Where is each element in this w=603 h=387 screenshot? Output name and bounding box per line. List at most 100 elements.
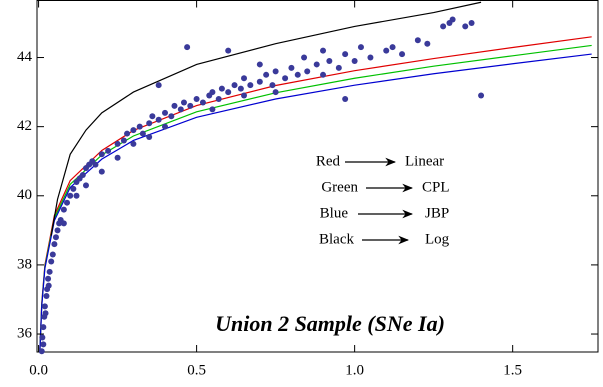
- data-point: [82, 182, 89, 189]
- annotation-label: Red: [316, 153, 341, 169]
- y-tick-label: 36: [17, 325, 33, 341]
- data-point: [43, 293, 50, 300]
- data-point: [468, 19, 475, 26]
- x-tick-label: 0.0: [29, 362, 48, 378]
- data-point: [162, 109, 169, 116]
- data-point: [399, 51, 406, 58]
- annotation-label: JBP: [425, 205, 449, 221]
- data-point: [146, 134, 153, 141]
- data-point: [49, 251, 56, 258]
- data-point: [130, 140, 137, 147]
- data-point: [241, 75, 248, 82]
- data-point: [320, 71, 327, 78]
- data-point: [462, 23, 469, 30]
- lines: [39, 1, 592, 352]
- data-point: [40, 341, 47, 348]
- data-point: [136, 123, 143, 130]
- chart-title: Union 2 Sample (SNe Ia): [215, 311, 445, 336]
- data-point: [218, 85, 225, 92]
- data-point: [177, 106, 184, 113]
- y-tick-label: 44: [17, 49, 33, 65]
- data-point: [105, 147, 112, 154]
- data-point: [357, 44, 364, 51]
- data-point: [320, 47, 327, 54]
- data-point: [256, 78, 263, 85]
- data-point: [162, 123, 169, 130]
- data-point: [263, 71, 270, 78]
- data-point: [146, 120, 153, 127]
- data-point: [114, 154, 121, 161]
- annotation-label: Black: [319, 231, 354, 247]
- data-point: [60, 206, 67, 213]
- data-point: [155, 116, 162, 123]
- data-point: [124, 130, 131, 137]
- data-point: [51, 241, 58, 248]
- data-point: [288, 64, 295, 71]
- data-point: [130, 127, 137, 134]
- data-point: [256, 61, 263, 68]
- data-point: [342, 51, 349, 58]
- data-point: [424, 40, 431, 47]
- data-point: [42, 310, 49, 317]
- data-point: [326, 57, 333, 64]
- data-point: [282, 75, 289, 82]
- data-point: [60, 220, 67, 227]
- data-point: [225, 47, 232, 54]
- x-tick-label: 0.5: [187, 362, 206, 378]
- data-point: [40, 324, 47, 331]
- data-point: [139, 130, 146, 137]
- data-point: [351, 57, 358, 64]
- data-point: [272, 68, 279, 75]
- data-point: [367, 54, 374, 61]
- data-point: [79, 172, 86, 179]
- y-tick-label: 40: [17, 187, 32, 203]
- data-point: [225, 89, 232, 96]
- annotation-label: Blue: [320, 205, 349, 221]
- annotation-label: Green: [321, 179, 358, 195]
- data-point: [171, 102, 178, 109]
- data-point: [241, 92, 248, 99]
- data-point: [184, 44, 191, 51]
- data-point: [41, 303, 48, 310]
- data-point: [478, 92, 485, 99]
- data-point: [149, 113, 156, 120]
- annotations: Red Linear Green CPL Blue JBP Black Log: [316, 153, 450, 247]
- x-tick-label: 1.5: [503, 362, 522, 378]
- y-tick-label: 38: [17, 256, 32, 272]
- data-point: [247, 82, 254, 89]
- data-point: [193, 96, 200, 103]
- y-tick-label: 42: [17, 118, 32, 134]
- data-point: [52, 234, 59, 241]
- data-point: [39, 334, 46, 341]
- data-point: [45, 275, 52, 282]
- data-point: [45, 282, 52, 289]
- data-point: [168, 113, 175, 120]
- data-point: [48, 258, 55, 265]
- data-point: [313, 61, 320, 68]
- data-point: [73, 192, 80, 199]
- curve: [39, 53, 592, 352]
- data-point: [449, 16, 456, 23]
- data-point: [187, 102, 194, 109]
- data-point: [155, 82, 162, 89]
- data-point: [272, 89, 279, 96]
- data-point: [301, 54, 308, 61]
- data-point: [342, 96, 349, 103]
- data-point: [98, 168, 105, 175]
- data-point: [237, 85, 244, 92]
- data-point: [38, 348, 45, 355]
- data-point: [215, 96, 222, 103]
- data-point: [92, 161, 99, 168]
- curve: [39, 36, 592, 352]
- data-point: [46, 268, 53, 275]
- data-point: [67, 192, 74, 199]
- data-point: [120, 137, 127, 144]
- data-point: [114, 140, 121, 147]
- data-point: [389, 44, 396, 51]
- annotation-label: CPL: [422, 179, 450, 195]
- data-point: [335, 64, 342, 71]
- data-point: [304, 68, 311, 75]
- data-point: [269, 82, 276, 89]
- annotation-label: Linear: [405, 153, 444, 169]
